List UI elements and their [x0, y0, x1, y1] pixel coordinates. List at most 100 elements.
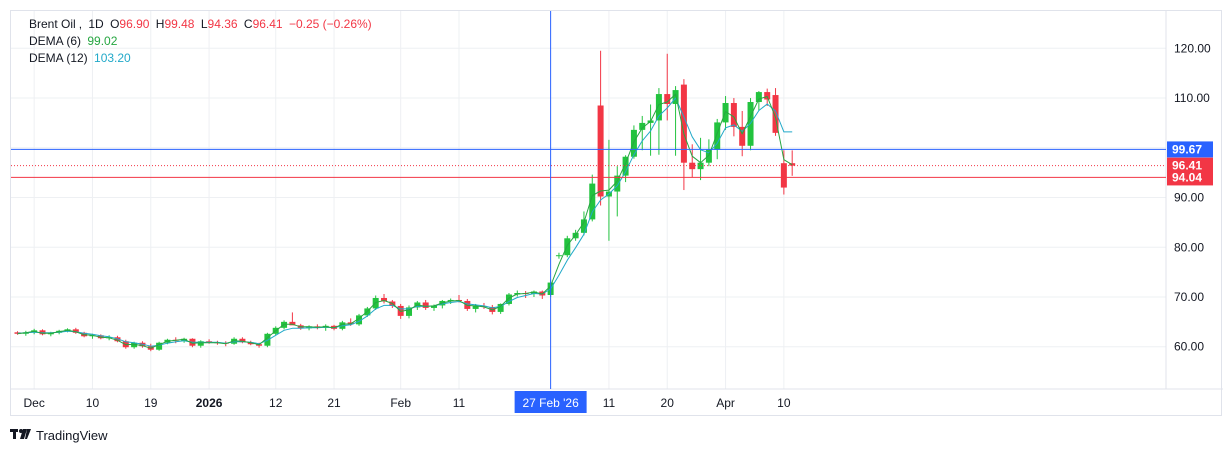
- legend-low-label: L: [200, 17, 208, 31]
- candle-up[interactable]: [747, 98, 754, 151]
- candle-body: [472, 305, 479, 309]
- y-tick-label: 110.00: [1174, 91, 1210, 105]
- x-tick-label: 2026: [196, 396, 223, 410]
- candle-up[interactable]: [697, 137, 704, 181]
- y-tick-label: 60.00: [1174, 340, 1204, 354]
- candle-down[interactable]: [597, 50, 604, 206]
- candle-body: [597, 105, 604, 197]
- ohlc-legend: Brent Oil, 1D O96.90 H99.48 L94.36 C96.4…: [29, 16, 375, 32]
- candle-body: [156, 342, 163, 350]
- candle-body: [639, 122, 646, 130]
- crosshair-price-badge-bg: [1167, 141, 1213, 158]
- legend-open-value: 96.90: [119, 17, 150, 31]
- candle-down[interactable]: [72, 327, 79, 334]
- candle-body: [131, 342, 138, 348]
- x-tick-label: 11: [603, 396, 616, 410]
- candle-down[interactable]: [381, 294, 388, 304]
- x-tick-label: 20: [661, 396, 675, 410]
- dema6-legend[interactable]: DEMA (6) 99.02: [29, 33, 120, 49]
- candle-body: [655, 94, 662, 121]
- candle-body: [614, 175, 621, 192]
- candle-up[interactable]: [497, 303, 504, 314]
- chart-frame[interactable]: 60.0070.0080.0090.00100.00110.00120.00De…: [10, 10, 1223, 417]
- candle-up[interactable]: [639, 115, 646, 151]
- candle-body: [530, 291, 537, 295]
- price-line-badge: 94.04: [1167, 169, 1213, 186]
- candle-down[interactable]: [289, 312, 296, 326]
- x-tick-label: 11: [453, 396, 466, 410]
- candle-body: [739, 126, 746, 146]
- candle-body: [406, 307, 413, 316]
- candle-down[interactable]: [664, 53, 671, 121]
- candle-body: [730, 103, 737, 127]
- candle-body: [589, 183, 596, 220]
- x-tick-label: 10: [86, 396, 100, 410]
- candle-body: [247, 342, 254, 345]
- legend-open-label: O: [110, 17, 120, 31]
- candle-body: [697, 162, 704, 170]
- chart-plot[interactable]: 60.0070.0080.0090.00100.00110.00120.00De…: [11, 11, 1223, 417]
- dema12-label: DEMA (12): [29, 51, 88, 65]
- candle-up[interactable]: [655, 88, 662, 155]
- candle-up[interactable]: [589, 174, 596, 222]
- tradingview-logo-icon: [10, 428, 32, 443]
- legend-high-label: H: [155, 17, 165, 31]
- legend-change: −0.25 (−0.26%): [288, 17, 372, 31]
- candle-up[interactable]: [156, 341, 163, 351]
- price-line-badge-bg: [1167, 169, 1213, 186]
- candle-up[interactable]: [755, 91, 762, 111]
- dema12-value: 103.20: [94, 51, 131, 65]
- candle-down[interactable]: [97, 334, 104, 340]
- candle-up[interactable]: [406, 305, 413, 319]
- candle-body: [497, 303, 504, 312]
- dema6-label: DEMA (6): [29, 34, 82, 48]
- candle-body: [780, 163, 787, 188]
- candle-body: [714, 122, 721, 150]
- candle-body: [197, 341, 204, 346]
- candle-body: [239, 338, 246, 343]
- legend-low-value: 94.36: [207, 17, 238, 31]
- legend-interval-sep: ,: [78, 17, 83, 31]
- crosshair-price-badge: 99.67: [1167, 141, 1213, 158]
- dema12-line: [17, 97, 793, 347]
- candle-up[interactable]: [505, 293, 512, 306]
- y-tick-label: 120.00: [1174, 41, 1211, 55]
- tradingview-logo-glyph: [10, 428, 31, 439]
- legend-close-label: C: [243, 17, 253, 31]
- candle-body: [672, 90, 679, 105]
- legend-high-value: 99.48: [164, 17, 195, 31]
- legend-symbol: Brent Oil: [29, 17, 76, 31]
- crosshair-date-bg: [514, 391, 587, 413]
- candle-up[interactable]: [580, 211, 587, 236]
- dema6-line: [17, 93, 793, 349]
- candle-down[interactable]: [422, 299, 429, 310]
- candle-body: [422, 302, 429, 308]
- candle-body: [755, 92, 762, 103]
- candle-body: [356, 315, 363, 325]
- dema6-value: 99.02: [87, 34, 118, 48]
- candle-body: [664, 94, 671, 105]
- candle-up[interactable]: [356, 313, 363, 326]
- x-tick-label: Feb: [390, 396, 411, 410]
- candle-body: [705, 149, 712, 163]
- candle-body: [505, 294, 512, 304]
- price-line-badge-text: 94.04: [1172, 170, 1202, 184]
- y-tick-label: 90.00: [1174, 191, 1204, 205]
- tradingview-brand[interactable]: TradingView: [10, 427, 108, 443]
- candle-body: [764, 92, 771, 100]
- x-tick-label: 19: [144, 396, 158, 410]
- candle-up[interactable]: [197, 340, 204, 348]
- candle-body: [580, 219, 587, 233]
- candle-body: [447, 299, 454, 301]
- candle-up[interactable]: [614, 166, 621, 217]
- candle-up[interactable]: [714, 118, 721, 160]
- candle-body: [289, 321, 296, 326]
- candle-up[interactable]: [555, 252, 562, 259]
- dema12-legend[interactable]: DEMA (12) 103.20: [29, 50, 134, 66]
- candle-body: [97, 335, 104, 339]
- candle-body: [72, 329, 79, 333]
- candle-down[interactable]: [780, 150, 787, 195]
- candle-body: [772, 95, 779, 133]
- y-tick-label: 70.00: [1174, 290, 1204, 304]
- candle-body: [680, 84, 687, 163]
